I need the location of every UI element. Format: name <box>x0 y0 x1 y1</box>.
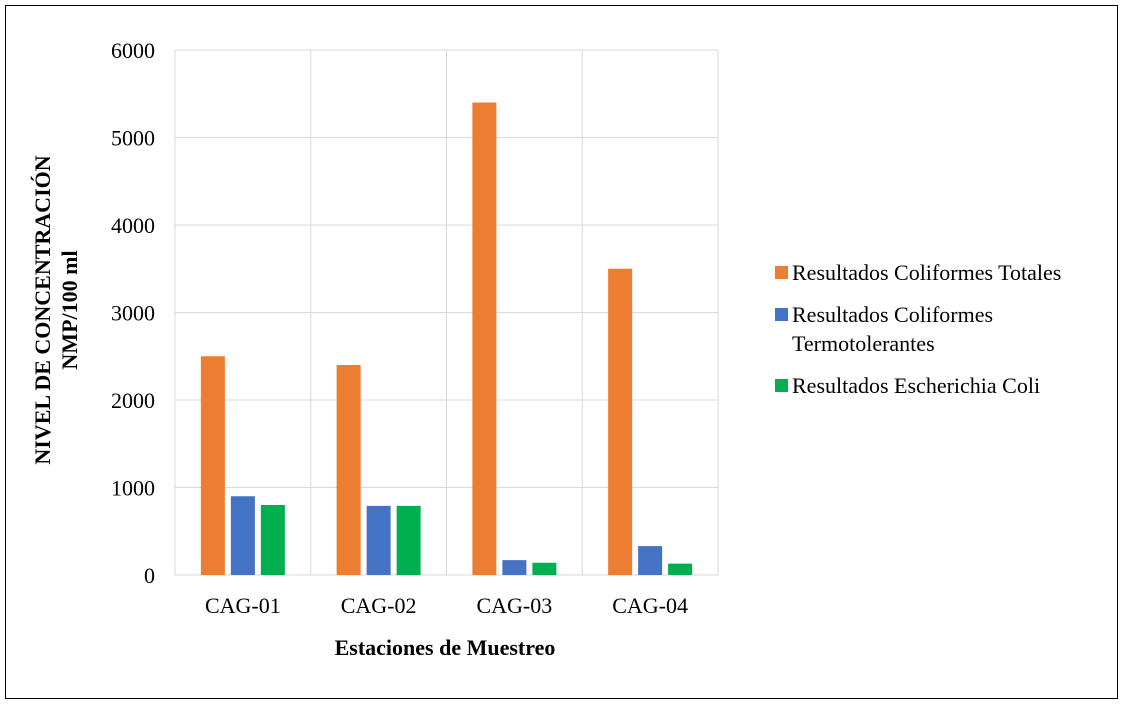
chart-frame <box>5 5 1118 699</box>
bar <box>502 560 527 575</box>
bars <box>200 102 693 575</box>
legend: Resultados Coliformes Totales Resultados… <box>775 258 1120 413</box>
legend-swatch <box>775 308 788 321</box>
y-tick-label: 3000 <box>111 301 155 326</box>
y-tick-label: 1000 <box>111 476 155 501</box>
bar <box>396 505 421 575</box>
bar <box>532 562 557 575</box>
x-tick-label: CAG-02 <box>341 593 417 618</box>
bar <box>260 505 285 575</box>
x-tick-label: CAG-01 <box>205 593 281 618</box>
y-axis-title: NIVEL DE CONCENTRACIÓN NMP/100 ml <box>30 155 82 464</box>
legend-item: Resultados Coliformes Termotolerantes <box>775 300 1120 358</box>
legend-swatch <box>775 266 788 279</box>
legend-label: Resultados Coliformes Totales <box>792 260 1062 285</box>
legend-label: Resultados Coliformes Termotolerantes <box>792 302 994 356</box>
y-axis-title-line2: NMP/100 ml <box>57 250 82 369</box>
y-tick-label: 0 <box>144 563 155 588</box>
y-tick-labels: 0 1000 2000 3000 4000 5000 6000 <box>111 38 155 588</box>
y-tick-label: 6000 <box>111 38 155 63</box>
bar <box>638 546 663 575</box>
legend-item: Resultados Coliformes Totales <box>775 258 1120 287</box>
y-tick-label: 4000 <box>111 213 155 238</box>
legend-label: Resultados Escherichia Coli <box>792 373 1041 398</box>
x-tick-label: CAG-04 <box>612 593 688 618</box>
bar <box>608 268 633 575</box>
x-tick-labels: CAG-01 CAG-02 CAG-03 CAG-04 <box>205 593 688 618</box>
x-axis-title: Estaciones de Muestreo <box>335 635 556 660</box>
x-tick-label: CAG-03 <box>476 593 552 618</box>
bar <box>668 563 693 575</box>
bar <box>230 496 255 575</box>
legend-item: Resultados Escherichia Coli <box>775 371 1120 400</box>
bar <box>336 365 361 575</box>
y-axis-title-line1: NIVEL DE CONCENTRACIÓN <box>30 155 55 464</box>
bar <box>366 505 391 575</box>
y-tick-label: 2000 <box>111 388 155 413</box>
gridlines <box>174 49 719 576</box>
bar <box>472 102 497 575</box>
bar <box>200 356 225 575</box>
legend-swatch <box>775 379 788 392</box>
y-tick-label: 5000 <box>111 126 155 151</box>
